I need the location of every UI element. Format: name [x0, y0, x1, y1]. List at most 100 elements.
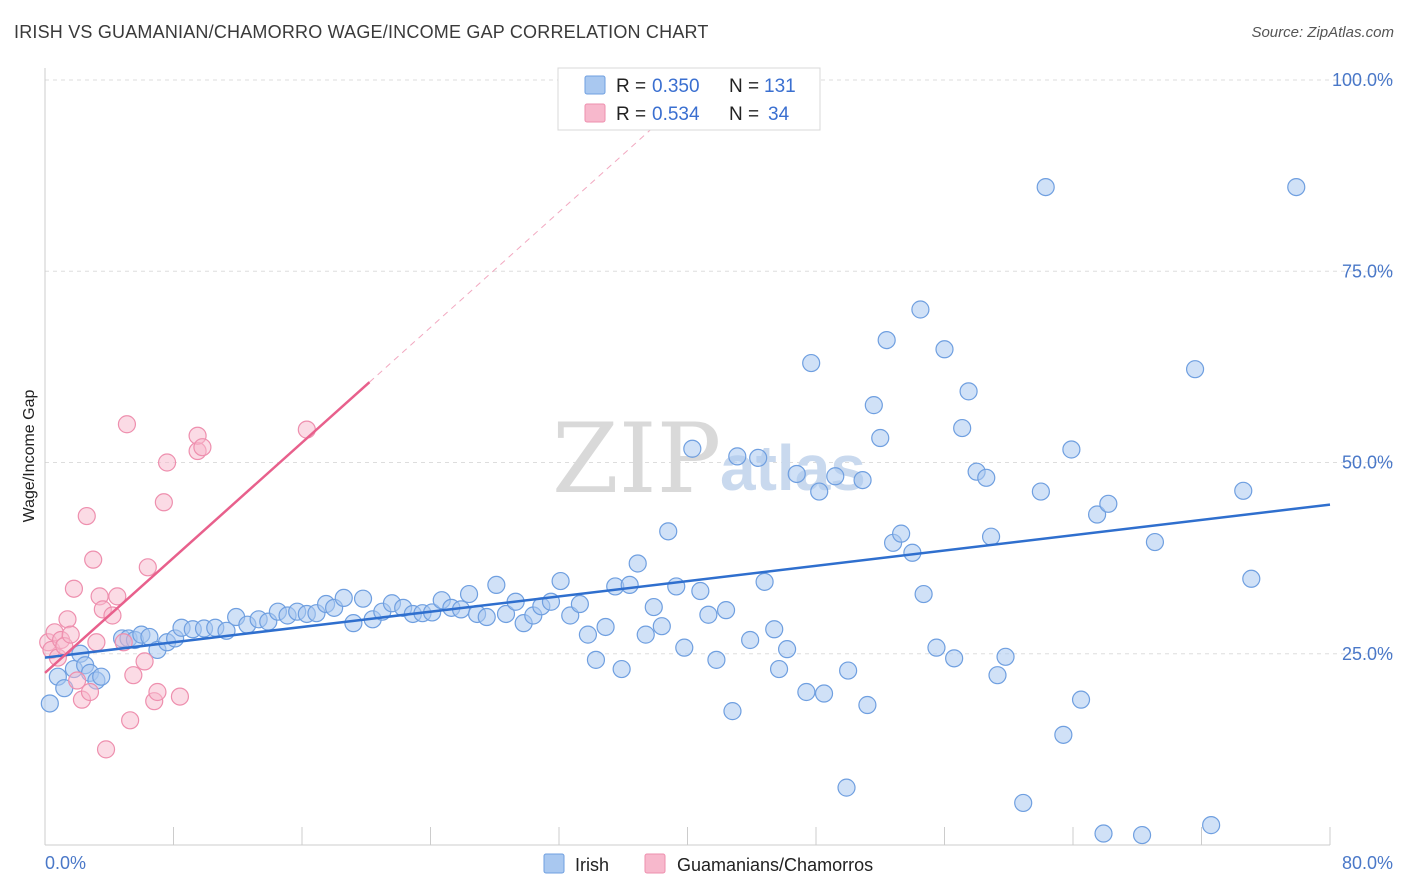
irish-point: [636, 625, 655, 644]
y-tick-label: 100.0%: [1332, 70, 1393, 90]
guam-point: [103, 606, 122, 625]
y-axis-label: Wage/Income Gap: [21, 390, 38, 523]
irish-point: [853, 470, 872, 490]
irish-point: [1234, 481, 1253, 500]
guam-points: [39, 415, 316, 759]
irish-point: [953, 418, 972, 438]
irish-point: [911, 300, 930, 319]
irish-point: [487, 575, 506, 595]
guam-point: [77, 506, 96, 526]
guam-point: [68, 671, 87, 690]
bottom-legend-guam-label: Guamanians/Chamorros: [677, 855, 873, 875]
trend-lines: [44, 117, 1331, 674]
irish-point: [839, 661, 858, 680]
watermark-zip: ZIP: [552, 403, 721, 515]
irish-point: [787, 464, 806, 484]
irish-point: [92, 667, 111, 686]
irish-trend-line: [44, 503, 1331, 659]
irish-point: [334, 588, 353, 608]
guam-point: [193, 438, 212, 457]
legend-guam-n-value: 34: [768, 104, 790, 125]
guam-point: [80, 682, 100, 702]
irish-point: [578, 625, 598, 644]
guam-point: [87, 633, 106, 652]
irish-point: [1071, 690, 1091, 709]
bottom-legend: Irish Guamanians/Chamorros: [543, 853, 873, 875]
irish-point: [755, 572, 774, 591]
guam-point: [157, 453, 177, 472]
irish-point: [864, 396, 883, 415]
irish-point: [728, 447, 747, 466]
guam-point: [61, 625, 80, 644]
legend-swatch-guam: [584, 103, 606, 123]
irish-point: [1014, 793, 1033, 813]
irish-point: [769, 659, 789, 679]
x-tick-label-min: 0.0%: [45, 853, 86, 873]
irish-point: [477, 607, 496, 627]
irish-point: [977, 468, 996, 487]
irish-point: [344, 614, 363, 633]
source-label: Source: ZipAtlas.com: [1251, 24, 1394, 41]
axes: [44, 68, 1331, 846]
irish-point: [716, 601, 736, 620]
irish-point: [996, 647, 1015, 666]
legend-irish-n-value: 131: [764, 76, 796, 97]
irish-point: [675, 638, 694, 657]
bottom-legend-irish-label: Irish: [575, 855, 609, 875]
irish-point: [777, 640, 797, 659]
irish-point: [826, 467, 845, 486]
irish-point: [1185, 360, 1205, 379]
legend-guam-n-label: N =: [729, 104, 759, 125]
guam-point: [138, 558, 157, 577]
irish-point: [1031, 482, 1050, 501]
irish-point: [644, 597, 663, 617]
bottom-legend-swatch-irish: [543, 853, 565, 874]
irish-point: [723, 702, 742, 721]
irish-point: [586, 650, 606, 669]
irish-point: [1036, 178, 1055, 197]
guam-point: [58, 610, 77, 629]
irish-point: [459, 584, 479, 604]
irish-point: [877, 331, 896, 350]
irish-point: [837, 778, 856, 797]
y-tick-label: 75.0%: [1342, 261, 1393, 281]
irish-point: [683, 439, 702, 458]
irish-point: [810, 482, 829, 501]
irish-point: [1062, 440, 1081, 459]
irish-point: [927, 638, 946, 657]
guam-point: [108, 587, 127, 606]
irish-point: [1132, 825, 1152, 845]
guam-point: [84, 550, 103, 569]
x-tick-label-max: 80.0%: [1342, 853, 1393, 873]
irish-point: [1094, 824, 1113, 843]
guam-point: [64, 579, 84, 598]
irish-point: [596, 617, 615, 637]
irish-point: [691, 581, 710, 601]
irish-point: [741, 630, 760, 650]
irish-point: [892, 524, 911, 543]
guam-point: [124, 666, 143, 685]
legend-irish-r-label: R =: [616, 76, 646, 97]
irish-point: [749, 448, 768, 468]
irish-point: [1202, 816, 1221, 835]
irish-point: [981, 527, 1001, 546]
x-tick-labels: 0.0% 80.0%: [45, 853, 1393, 873]
irish-point: [699, 605, 718, 624]
irish-point: [935, 340, 954, 359]
legend-guam-r-label: R =: [616, 104, 646, 125]
irish-point: [620, 575, 639, 595]
irish-point: [1054, 725, 1073, 744]
guam-point: [170, 687, 190, 706]
irish-point: [871, 428, 890, 448]
legend: R = 0.350 N = 131 R = 0.534 N = 34: [557, 67, 821, 131]
irish-point: [707, 650, 726, 669]
bottom-legend-swatch-guam: [644, 853, 666, 874]
guam-point: [117, 415, 137, 434]
irish-point: [1087, 505, 1107, 524]
y-tick-label: 25.0%: [1342, 644, 1393, 664]
irish-point: [765, 620, 784, 639]
y-tick-label: 50.0%: [1342, 453, 1393, 473]
guam-point: [96, 740, 116, 759]
irish-point: [1145, 532, 1165, 552]
